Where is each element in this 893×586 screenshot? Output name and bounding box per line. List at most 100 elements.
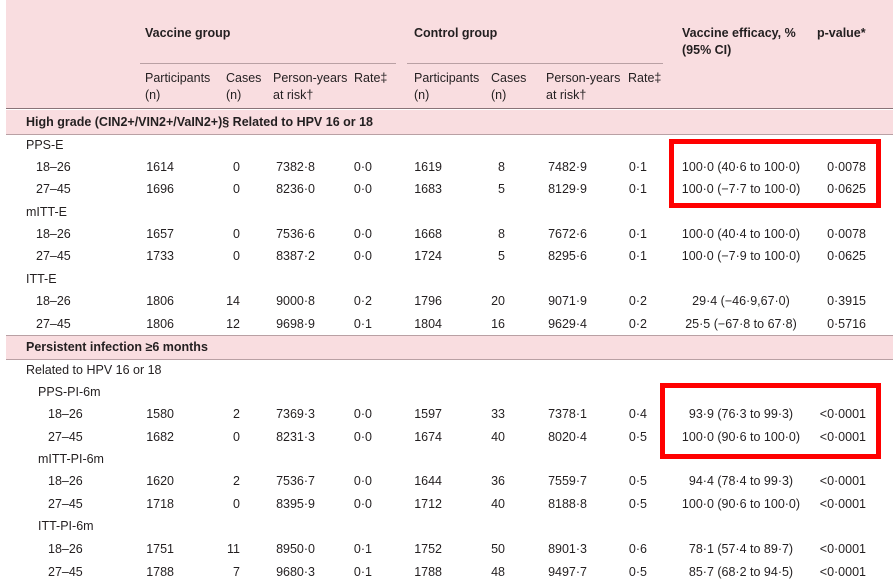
- cell-vpy: 8387·2: [276, 249, 315, 263]
- group-label-pps-pi-6m: PPS-PI-6m: [38, 385, 101, 399]
- cell-vp: 1806: [146, 294, 174, 308]
- cell-vr: 0·1: [353, 565, 372, 579]
- cell-p: <0·0001: [819, 474, 866, 488]
- row-age-group: 27–45: [48, 430, 83, 444]
- header-vaccine-group: Vaccine group: [145, 26, 231, 40]
- cell-cc: 40: [491, 430, 505, 444]
- cell-vpy: 8236·0: [276, 182, 315, 196]
- cell-cpy: 8295·6: [548, 249, 587, 263]
- row-age-group: 18–26: [36, 227, 71, 241]
- cell-cpy: 8188·8: [548, 497, 587, 511]
- cell-vp: 1682: [146, 430, 174, 444]
- header-control-group: Control group: [414, 26, 498, 40]
- rule-control-group: [407, 63, 663, 64]
- row-age-group: 27–45: [36, 317, 71, 331]
- row-age-group: 27–45: [36, 249, 71, 263]
- cell-cc: 5: [498, 182, 505, 196]
- cell-vr: 0·0: [353, 227, 372, 241]
- subheader-participants-unit: (n): [145, 88, 161, 102]
- cell-vp: 1696: [146, 182, 174, 196]
- cell-cp: 1644: [414, 474, 442, 488]
- cell-cpy: 7378·1: [548, 407, 587, 421]
- rule-vaccine-group: [140, 63, 396, 64]
- cell-vp: 1614: [146, 160, 174, 174]
- cell-vc: 7: [233, 565, 240, 579]
- cell-vpy: 9680·3: [276, 565, 315, 579]
- cell-cpy: 7672·6: [548, 227, 587, 241]
- row-age-group: 27–45: [48, 497, 83, 511]
- cell-vr: 0·0: [353, 249, 372, 263]
- rule-persistent-bottom: [6, 359, 893, 360]
- subheader-participants-unit: (n): [414, 88, 430, 102]
- cell-vc: 0: [233, 182, 240, 196]
- cell-cp: 1683: [414, 182, 442, 196]
- cell-cpy: 9071·9: [548, 294, 587, 308]
- header-efficacy-line1: Vaccine efficacy, %: [682, 26, 796, 40]
- cell-cpy: 7559·7: [548, 474, 587, 488]
- row-age-group: 18–26: [48, 407, 83, 421]
- cell-eff: 29·4 (−46·9,67·0): [692, 294, 790, 308]
- header-efficacy-line2: (95% CI): [682, 43, 732, 57]
- subheader-person-years: Person-years: [273, 71, 348, 85]
- cell-vp: 1657: [146, 227, 174, 241]
- subheader-person-years-unit: at risk†: [546, 88, 587, 102]
- highlight-box-pps-pi-6m: [660, 383, 881, 459]
- cell-cr: 0·1: [628, 160, 647, 174]
- cell-cpy: 8020·4: [548, 430, 587, 444]
- cell-cc: 36: [491, 474, 505, 488]
- section-background-high-grade: [6, 110, 893, 134]
- cell-p: <0·0001: [819, 497, 866, 511]
- subheader-rate: Rate‡: [628, 71, 662, 85]
- cell-vpy: 7536·7: [276, 474, 315, 488]
- cell-cp: 1752: [414, 542, 442, 556]
- subheader-participants: Participants: [145, 71, 211, 85]
- cell-cp: 1597: [414, 407, 442, 421]
- cell-vr: 0·0: [353, 182, 372, 196]
- cell-cc: 16: [491, 317, 505, 331]
- cell-vpy: 9000·8: [276, 294, 315, 308]
- cell-vp: 1733: [146, 249, 174, 263]
- cell-p: 0·3915: [827, 294, 866, 308]
- cell-vr: 0·0: [353, 407, 372, 421]
- cell-cr: 0·4: [628, 407, 647, 421]
- cell-p: 0·0078: [827, 227, 866, 241]
- cell-eff: 100·0 (90·6 to 100·0): [681, 497, 801, 511]
- section-related-hpv: Related to HPV 16 or 18: [26, 363, 162, 377]
- cell-vr: 0·0: [353, 160, 372, 174]
- cell-p: 0·0078: [827, 160, 866, 174]
- section-background-persistent: [6, 335, 893, 359]
- cell-vp: 1718: [146, 497, 174, 511]
- cell-cr: 0·5: [628, 474, 647, 488]
- cell-cr: 0·2: [628, 317, 647, 331]
- cell-cp: 1724: [414, 249, 442, 263]
- cell-cp: 1668: [414, 227, 442, 241]
- cell-cp: 1619: [414, 160, 442, 174]
- cell-vpy: 8231·3: [276, 430, 315, 444]
- cell-vp: 1620: [146, 474, 174, 488]
- subheader-cases: Cases: [491, 71, 527, 85]
- cell-vp: 1751: [146, 542, 174, 556]
- cell-vc: 0: [233, 160, 240, 174]
- cell-cr: 0·1: [628, 182, 647, 196]
- subheader-cases-unit: (n): [491, 88, 507, 102]
- group-label-mitt-e: mITT-E: [26, 205, 67, 219]
- row-age-group: 27–45: [36, 182, 71, 196]
- row-age-group: 27–45: [48, 565, 83, 579]
- cell-eff: 85·7 (68·2 to 94·5): [688, 565, 794, 579]
- cell-p: <0·0001: [819, 430, 866, 444]
- cell-vc: 14: [226, 294, 240, 308]
- cell-cp: 1804: [414, 317, 442, 331]
- header-pvalue: p-value*: [817, 26, 866, 40]
- cell-vc: 11: [227, 542, 240, 556]
- cell-cr: 0·1: [628, 227, 647, 241]
- cell-cr: 0·6: [628, 542, 647, 556]
- row-age-group: 18–26: [48, 542, 83, 556]
- cell-cr: 0·5: [628, 565, 647, 579]
- cell-vr: 0·1: [353, 542, 372, 556]
- cell-cr: 0·1: [628, 249, 647, 263]
- group-label-itt-e: ITT-E: [26, 272, 57, 286]
- cell-p: <0·0001: [819, 542, 866, 556]
- cell-cpy: 9497·7: [548, 565, 587, 579]
- subheader-rate: Rate‡: [354, 71, 388, 85]
- cell-cr: 0·5: [628, 497, 647, 511]
